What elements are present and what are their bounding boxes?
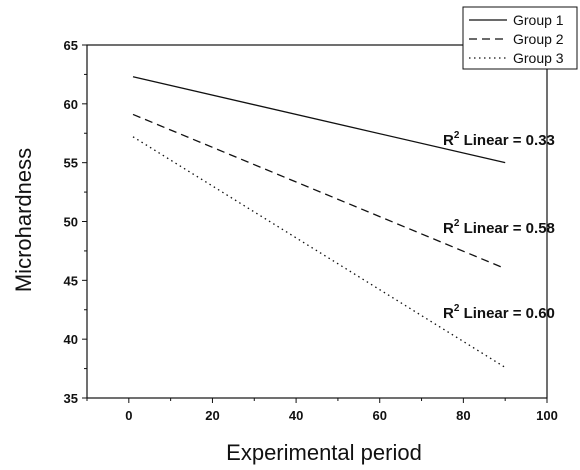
legend-box — [462, 6, 578, 70]
y-tick-label: 45 — [64, 273, 78, 288]
y-tick-label: 55 — [64, 156, 78, 171]
annotations: R2 Linear = 0.33 R2 Linear = 0.58 R2 Linea… — [443, 130, 555, 322]
x-axis-title: Experimental period — [226, 440, 422, 465]
x-tick-label: 20 — [205, 408, 219, 423]
y-tick-label: 60 — [64, 97, 78, 112]
legend-label: Group 3 — [513, 50, 564, 66]
x-axis: 0 20 40 60 80 100 — [86, 398, 558, 423]
x-tick-label: 60 — [372, 408, 386, 423]
y-axis: 35 40 45 50 55 60 65 — [64, 38, 87, 406]
y-axis-title: Microhardness — [11, 148, 36, 292]
series-line-group-3 — [132, 136, 506, 368]
r-squared-annotation: R2 Linear = 0.60 — [443, 303, 555, 322]
y-tick-label: 50 — [64, 215, 78, 230]
series-line-group-1 — [132, 76, 506, 164]
legend-label: Group 1 — [513, 12, 564, 28]
x-tick-label: 80 — [456, 408, 470, 423]
y-tick-label: 65 — [64, 38, 78, 53]
r-squared-annotation: R2 Linear = 0.33 — [443, 130, 555, 149]
x-tick-label: 40 — [289, 408, 303, 423]
x-tick-label: 0 — [125, 408, 132, 423]
y-tick-label: 40 — [64, 332, 78, 347]
series-lines — [132, 76, 506, 368]
r-squared-annotation: R2 Linear = 0.58 — [443, 218, 555, 237]
series-line-group-2 — [132, 113, 506, 270]
y-tick-label: 35 — [64, 391, 78, 406]
legend-label: Group 2 — [513, 31, 564, 47]
x-tick-label: 100 — [536, 408, 558, 423]
legend: Group 1 Group 2 Group 3 — [462, 6, 578, 70]
